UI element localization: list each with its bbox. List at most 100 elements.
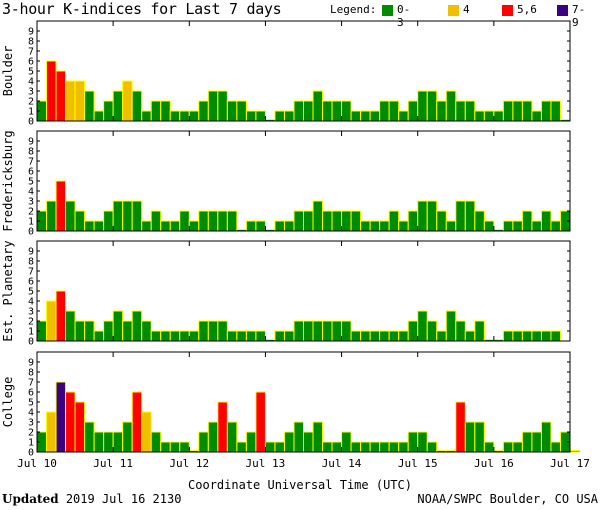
bar <box>122 421 133 453</box>
bar <box>426 320 438 342</box>
bar <box>464 200 476 232</box>
bar <box>464 330 476 342</box>
bar <box>322 210 333 232</box>
bar <box>407 320 419 342</box>
bar <box>264 441 276 453</box>
y-tick-label: 0 <box>28 448 34 459</box>
bar <box>283 220 295 232</box>
updated-label: Updated <box>2 492 59 506</box>
bar <box>46 60 57 122</box>
bar <box>55 290 67 342</box>
y-tick-label: 5 <box>28 287 34 298</box>
bar <box>426 200 438 232</box>
bar <box>512 100 523 122</box>
bar <box>217 401 228 453</box>
bar <box>312 320 324 342</box>
bar <box>483 110 495 122</box>
bar <box>379 441 390 453</box>
bar <box>131 200 143 232</box>
legend-swatch-0-3 <box>382 5 393 16</box>
k-index-chart: 0123456789Boulder0123456789Fredericksbur… <box>1 20 590 470</box>
y-tick-label: 4 <box>28 297 34 308</box>
bar <box>407 210 419 232</box>
bar <box>379 100 390 122</box>
bar <box>160 220 171 232</box>
bar <box>283 330 295 342</box>
bar <box>388 330 400 342</box>
bar <box>502 100 514 122</box>
bar <box>398 441 409 453</box>
y-tick-label: 6 <box>28 57 34 68</box>
y-tick-label: 5 <box>28 67 34 78</box>
bar <box>141 110 152 122</box>
bar <box>426 441 438 453</box>
bar <box>141 411 152 453</box>
bar <box>369 220 381 232</box>
bar <box>103 210 114 232</box>
bar <box>274 110 285 122</box>
bar <box>55 180 67 232</box>
y-tick-label: 1 <box>28 327 34 338</box>
bar <box>84 320 95 342</box>
bar <box>74 210 86 232</box>
bar <box>331 441 343 453</box>
bar <box>122 200 133 232</box>
bar <box>217 210 228 232</box>
bar <box>93 431 105 453</box>
y-tick-label: 6 <box>28 388 34 399</box>
bar <box>445 90 457 122</box>
bar <box>455 200 466 232</box>
bar <box>303 210 314 232</box>
bar <box>255 220 266 232</box>
bar <box>312 90 324 122</box>
bar <box>255 110 266 122</box>
bar <box>303 320 314 342</box>
bar <box>455 320 466 342</box>
x-tick-label: Jul 15 <box>398 457 438 470</box>
bar <box>341 100 352 122</box>
y-tick-label: 7 <box>28 157 34 168</box>
bar <box>245 220 257 232</box>
bar <box>226 210 238 232</box>
legend-item-7-9: 7-9 <box>572 3 586 29</box>
y-tick-label: 5 <box>28 177 34 188</box>
bar <box>236 100 247 122</box>
bar <box>55 381 67 453</box>
bar <box>179 210 190 232</box>
bar <box>131 310 143 342</box>
bar <box>350 110 362 122</box>
bar <box>169 220 181 232</box>
bar <box>93 220 105 232</box>
bar <box>407 100 419 122</box>
bar <box>207 210 219 232</box>
bar <box>417 310 428 342</box>
bar <box>531 110 542 122</box>
bar <box>360 330 371 342</box>
legend-item-0-3: 0-3 <box>397 3 411 29</box>
y-tick-label: 4 <box>28 408 34 419</box>
bar <box>379 220 390 232</box>
bar <box>188 220 200 232</box>
bar <box>483 220 495 232</box>
x-tick-label: Jul 17 <box>550 457 590 470</box>
y-tick-label: 8 <box>28 368 34 379</box>
bar <box>198 431 209 453</box>
bar <box>398 330 409 342</box>
y-tick-label: 3 <box>28 87 34 98</box>
bar <box>112 90 124 122</box>
bar <box>293 210 305 232</box>
y-tick-label: 4 <box>28 77 34 88</box>
bar <box>207 90 219 122</box>
bar <box>521 330 533 342</box>
bar <box>122 80 133 122</box>
bar <box>502 441 514 453</box>
bar <box>112 431 124 453</box>
bar <box>417 90 428 122</box>
y-tick-label: 3 <box>28 197 34 208</box>
bar <box>322 320 333 342</box>
bar <box>436 100 447 122</box>
bar <box>312 421 324 453</box>
x-tick-label: Jul 13 <box>246 457 286 470</box>
bar <box>350 330 362 342</box>
bar <box>93 110 105 122</box>
